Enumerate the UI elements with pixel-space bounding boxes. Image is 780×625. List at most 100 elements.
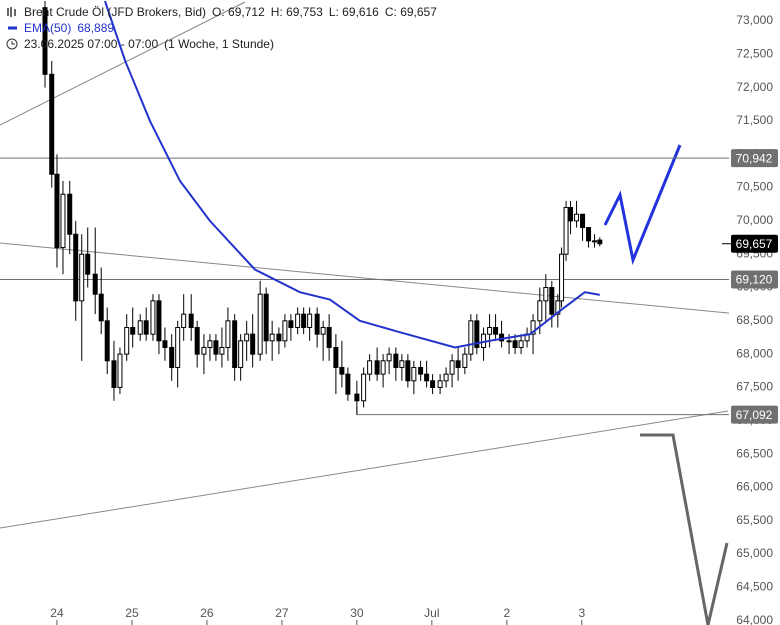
interval: (1 Woche, 1 Stunde) <box>164 37 274 51</box>
y-tick-label: 66,000 <box>736 480 773 494</box>
candle-body <box>314 313 320 335</box>
candle-body <box>301 313 307 328</box>
candle-body <box>354 393 360 402</box>
candle-body <box>563 207 569 255</box>
candle-body <box>462 353 468 368</box>
candle-body <box>124 326 130 355</box>
candle-body <box>430 380 436 388</box>
candle-body <box>143 320 149 335</box>
candle-body <box>288 320 294 328</box>
y-tick-label: 72,000 <box>736 80 773 94</box>
candle-body <box>244 333 250 342</box>
candle-body <box>487 326 493 335</box>
projection-down <box>640 433 729 625</box>
candle-body <box>555 300 561 315</box>
instrument: Brent Crude Öl (JFD Brokers, Bid) <box>24 5 207 19</box>
y-tick-label: 67,500 <box>736 380 773 394</box>
y-tick-label: 68,000 <box>736 346 773 360</box>
candle-body <box>586 227 592 242</box>
y-tick-label: 72,500 <box>736 46 773 60</box>
date-range: 23.06.2025 07:00 - 07:00 <box>24 37 159 51</box>
candle-body <box>307 313 313 328</box>
candle-body <box>468 320 474 355</box>
candle-body <box>54 173 60 249</box>
candle-body <box>207 340 213 348</box>
candle-body <box>424 373 430 382</box>
candle-body <box>201 346 207 355</box>
candle-body <box>405 360 411 382</box>
candle-body <box>250 333 256 355</box>
candle-body <box>175 326 181 368</box>
candle-body <box>393 353 399 368</box>
candle-body <box>269 333 275 342</box>
candle-body <box>518 340 524 348</box>
x-tick-label: 24 <box>50 606 64 620</box>
candle-body <box>232 320 238 368</box>
price-axis <box>729 0 780 625</box>
trendline <box>0 1 246 126</box>
y-tick-label: 73,000 <box>736 13 773 27</box>
candle-body <box>60 193 66 249</box>
candle-body <box>437 380 443 388</box>
ema-line <box>104 0 600 349</box>
ohlc-close: C: 69,657 <box>384 5 437 19</box>
trendline <box>0 410 729 529</box>
candle-body <box>333 346 339 368</box>
candle-body <box>98 293 104 322</box>
candle-body <box>162 340 168 348</box>
candle-body <box>150 300 156 335</box>
candle-body <box>79 253 85 302</box>
header-row: Brent Crude Öl (JFD Brokers, Bid) O: 69,… <box>6 4 437 20</box>
candle-body <box>194 326 200 355</box>
x-tick-label: 30 <box>350 606 364 620</box>
candle-body <box>493 326 499 335</box>
clock-icon <box>6 38 18 50</box>
candle-body <box>512 340 518 348</box>
ohlc-high: H: 69,753 <box>270 5 323 19</box>
candle-body <box>592 240 598 243</box>
candle-body <box>117 353 123 388</box>
candle-body <box>181 313 187 328</box>
candle-body <box>580 213 586 229</box>
candle-body <box>574 213 580 222</box>
candle-body <box>443 373 449 382</box>
candle-body <box>326 326 332 348</box>
candle-body <box>85 253 91 275</box>
candle-body <box>597 239 603 245</box>
candle-body <box>455 360 461 368</box>
level-box <box>731 405 778 424</box>
ohlc-low: L: 69,616 <box>328 5 379 19</box>
y-tick-label: 68,500 <box>736 313 773 327</box>
candle-body <box>367 360 373 375</box>
trendline <box>0 242 780 319</box>
candle-body <box>111 360 117 388</box>
candle-body <box>345 373 351 395</box>
y-tick-label: 64,500 <box>736 580 773 594</box>
candle-body <box>399 360 405 368</box>
candle-body <box>543 287 549 302</box>
candle-body <box>130 326 136 335</box>
candle-body <box>418 366 424 375</box>
candle-body <box>449 360 455 375</box>
y-tick-label: 66,500 <box>736 446 773 460</box>
projection-up <box>603 144 682 266</box>
candle-body <box>506 340 512 343</box>
x-tick-label: Jul <box>424 606 439 620</box>
candle-body <box>559 253 565 302</box>
candle-body <box>380 360 386 375</box>
y-tick-label: 64,000 <box>736 613 773 625</box>
y-tick-label: 65,000 <box>736 546 773 560</box>
level-label: 70,942 <box>736 151 773 165</box>
candle-body <box>73 233 79 302</box>
candle-body <box>238 340 244 368</box>
candle-body <box>92 273 98 295</box>
candle-body <box>225 320 231 348</box>
candle-body <box>263 293 269 342</box>
candle-body <box>295 313 301 328</box>
candle-body <box>188 313 194 328</box>
candle-icon <box>7 7 16 17</box>
y-tick-label: 70,000 <box>736 213 773 227</box>
candle-body <box>537 300 543 322</box>
candle-body <box>219 346 225 355</box>
x-tick-label: 3 <box>578 606 585 620</box>
